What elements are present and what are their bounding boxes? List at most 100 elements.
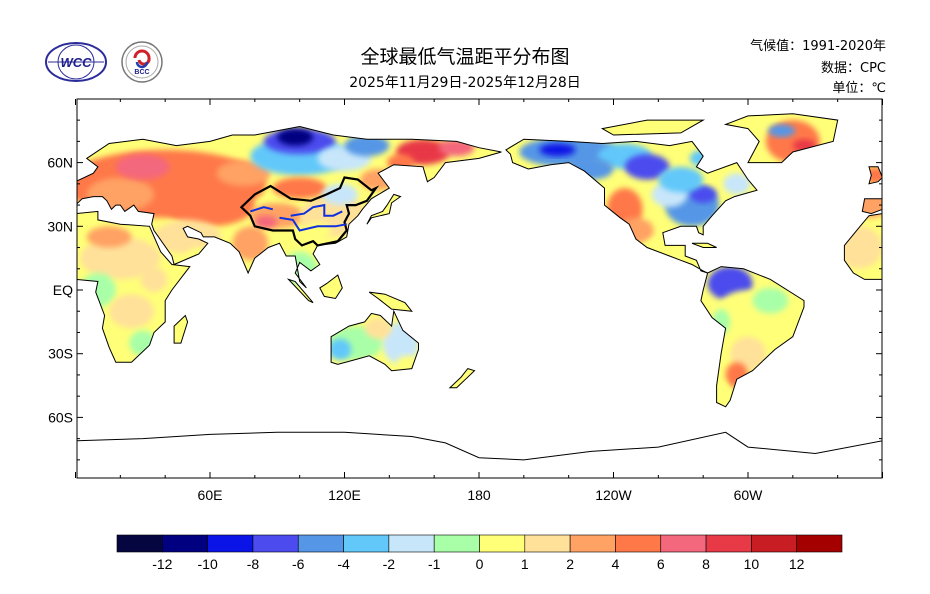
anomaly-region (140, 266, 168, 293)
coastline-eurasia (77, 125, 502, 289)
anomaly-region (768, 124, 796, 138)
anomaly-region (624, 154, 670, 180)
colorbar-label: -8 (247, 556, 260, 572)
colorbar-label: 4 (612, 556, 620, 572)
colorbar-swatch (343, 534, 390, 553)
coastline-arctic (600, 119, 706, 136)
anomaly-region (109, 294, 154, 329)
colorbar-swatch (252, 534, 299, 553)
colorbar-label: -12 (152, 556, 172, 572)
colorbar-label: 8 (702, 556, 710, 572)
colorbar-swatch (207, 534, 254, 553)
lat-label: EQ (53, 282, 73, 298)
coastline-africaW (843, 213, 882, 280)
wcc-logo-text: WCC (60, 55, 92, 70)
wcc-logo: WCC (40, 40, 112, 89)
map-title: 全球最低气温距平分布图 (360, 46, 570, 68)
anomaly-region (79, 273, 116, 307)
colorbar-swatch (796, 534, 843, 553)
colorbar-label: 10 (744, 556, 760, 572)
coastline-newguinea (368, 291, 413, 312)
colorbar-swatch (116, 534, 163, 553)
colorbar-swatch (388, 534, 435, 553)
coastline-africa (77, 210, 191, 363)
anomaly-region (712, 309, 731, 335)
anomaly-region (730, 336, 766, 371)
colorbar-label: 1 (521, 556, 529, 572)
colorbar-swatch (660, 534, 707, 553)
lon-label: 60W (734, 487, 764, 503)
colorbar-label: -6 (292, 556, 305, 572)
anomaly-region (364, 317, 392, 339)
lon-label: 60E (198, 487, 223, 503)
anomaly-region (322, 183, 358, 206)
colorbar-label: -4 (337, 556, 350, 572)
colorbar-swatch (297, 534, 344, 553)
river-line (250, 206, 274, 213)
anomaly-region (304, 222, 332, 240)
lon-label: 180 (467, 487, 491, 503)
colorbar-label: -10 (198, 556, 218, 572)
coastline-iberia (861, 198, 882, 215)
anomaly-region (752, 287, 789, 314)
bcc-logo: BCC (120, 40, 164, 89)
anomaly-region (254, 215, 278, 229)
anomaly-region (277, 128, 314, 146)
colorbar-swatch (615, 534, 662, 553)
anomaly-region (79, 236, 161, 280)
map-date-range: 2025年11月29日-2025年12月28日 (349, 75, 581, 91)
anomaly-region (689, 149, 717, 167)
china-border (239, 176, 380, 247)
anomaly-region (689, 185, 717, 203)
coastline-madagascar (173, 314, 189, 344)
coastline-uk (868, 166, 882, 185)
anomaly-region (272, 177, 327, 199)
anomaly-region (328, 338, 352, 361)
antarctica-coastline (77, 431, 882, 461)
lat-label: 30N (47, 218, 73, 234)
coastline-cuba (691, 242, 717, 248)
anomaly-region (216, 160, 271, 186)
anomaly-region (232, 226, 269, 261)
colorbar-label: 2 (566, 556, 574, 572)
coastline-australia (330, 309, 419, 372)
coastline-nz (448, 368, 476, 389)
colorbar-swatch (524, 534, 571, 553)
colorbar-label: 6 (657, 556, 665, 572)
anomaly-region (165, 183, 255, 227)
anomaly-region (723, 173, 751, 195)
anomaly-region (387, 154, 414, 172)
colorbar-swatch (162, 534, 208, 553)
lat-label: 60S (48, 409, 73, 425)
coastline-borneo (319, 274, 343, 300)
colorbar-swatch (705, 534, 752, 553)
coastline-samerica (700, 266, 805, 408)
coastline-sumatra (286, 278, 314, 304)
lon-label: 120W (595, 487, 632, 503)
anomaly-region (658, 166, 704, 193)
colorbar-label: -1 (428, 556, 441, 572)
lat-label: 30S (48, 346, 73, 362)
colorbar-label: -2 (383, 556, 396, 572)
anomaly-region (714, 381, 728, 403)
unit-label: 单位：℃ (832, 81, 886, 96)
anomaly-region (539, 143, 576, 157)
colorbar-swatch (433, 534, 480, 553)
bcc-logo-text: BCC (134, 69, 149, 76)
lon-label: 120E (328, 487, 361, 503)
climatology-period: 气候值：1991-2020年 (750, 39, 886, 54)
anomaly-region (862, 166, 882, 184)
colorbar-swatch (569, 534, 616, 553)
colorbar-swatch (479, 534, 526, 553)
colorbar-label: 12 (789, 556, 805, 572)
anomaly-region (86, 226, 132, 248)
data-source: 数据：CPC (821, 61, 886, 76)
river-line (290, 203, 343, 217)
anomaly-region (115, 154, 170, 180)
anomaly-region (344, 134, 390, 157)
coastline-japan (366, 193, 402, 225)
coastline-namerica (505, 138, 758, 274)
river-line (279, 216, 347, 232)
coastline-greenland (723, 113, 839, 164)
